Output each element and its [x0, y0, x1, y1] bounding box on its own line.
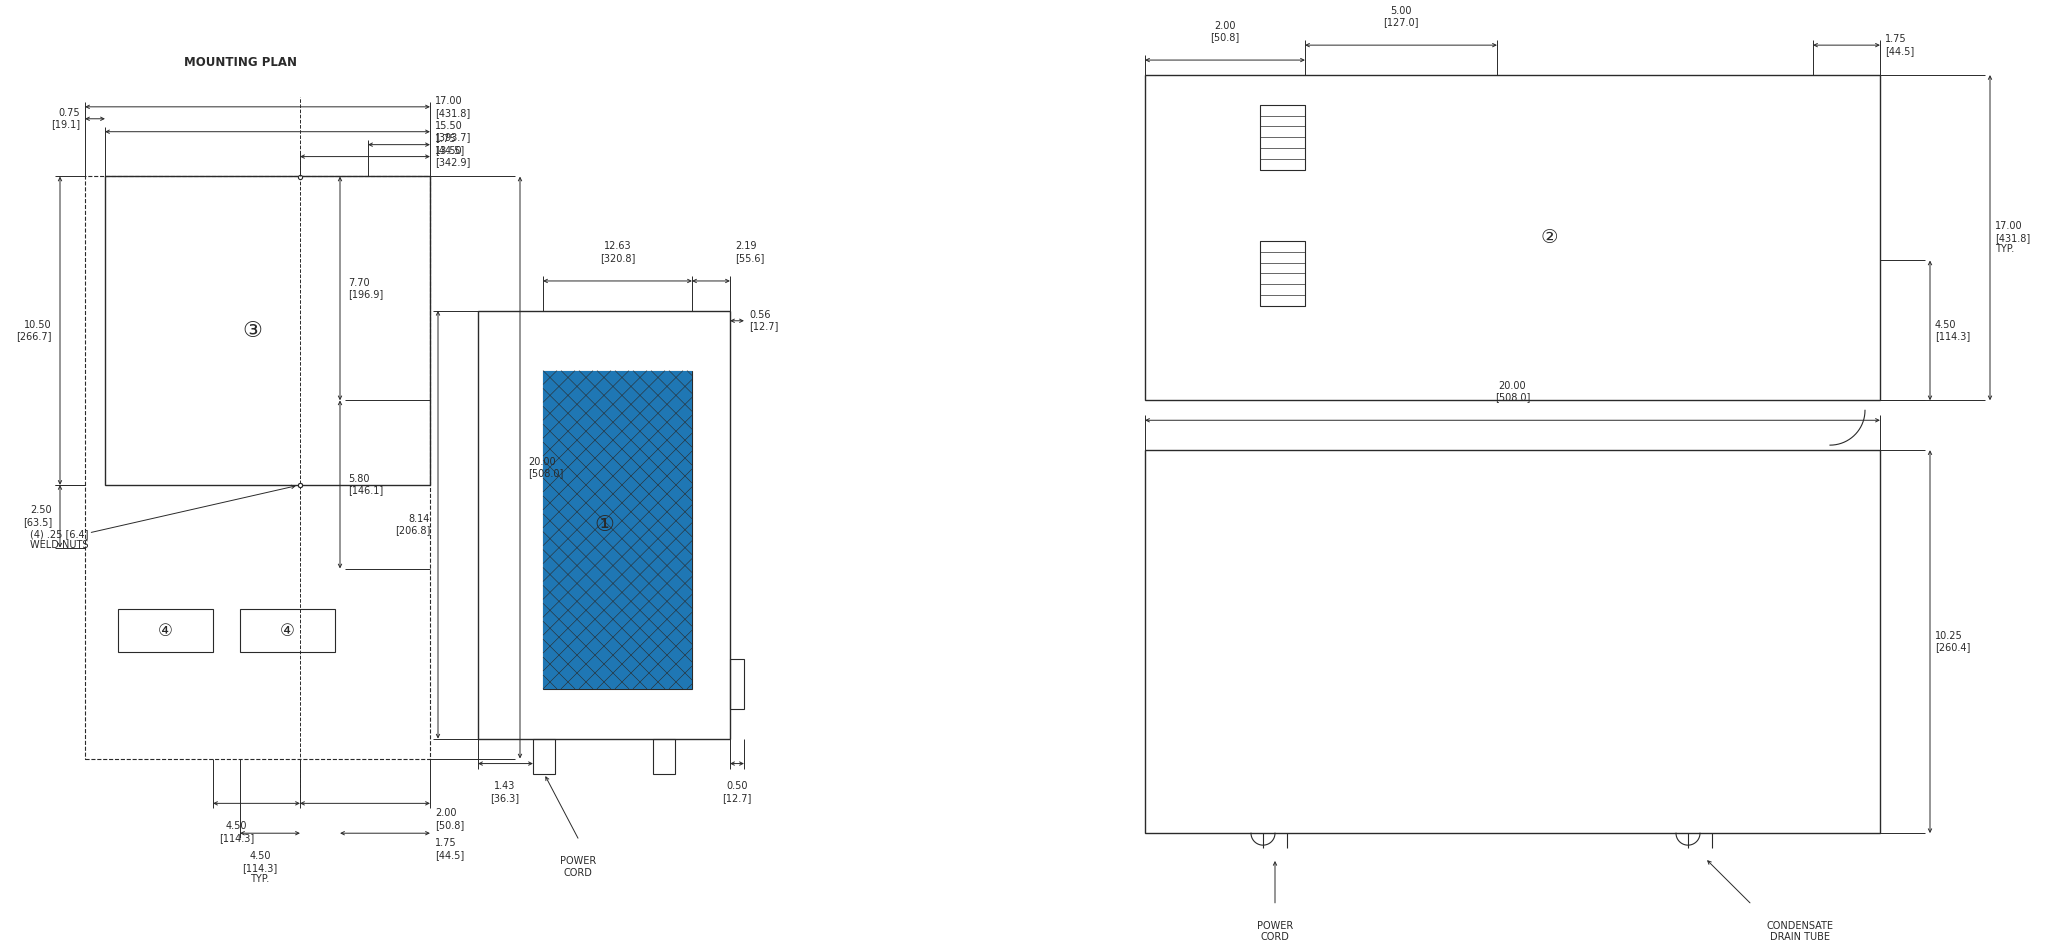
Text: 10.50
[266.7]: 10.50 [266.7]	[16, 319, 51, 341]
Text: 0.56
[12.7]: 0.56 [12.7]	[750, 310, 778, 332]
Text: 2.50
[63.5]: 2.50 [63.5]	[23, 505, 51, 527]
Bar	[543, 371, 692, 689]
Text: 5.80
[146.1]: 5.80 [146.1]	[348, 474, 383, 495]
Text: 4.50
[114.3]
TYP.: 4.50 [114.3] TYP.	[242, 851, 279, 884]
Text: POWER
CORD: POWER CORD	[1257, 921, 1292, 942]
Bar	[532, 738, 555, 774]
Text: 1.43
[36.3]: 1.43 [36.3]	[489, 781, 520, 803]
Text: 8.14
[206.8]: 8.14 [206.8]	[395, 514, 430, 536]
Text: 15.50
[393.7]: 15.50 [393.7]	[434, 121, 471, 142]
Text: 0.50
[12.7]: 0.50 [12.7]	[723, 781, 752, 803]
Text: 5.00
[127.0]: 5.00 [127.0]	[1382, 6, 1419, 27]
Text: 2.00
[50.8]: 2.00 [50.8]	[434, 809, 465, 830]
Text: CONDENSATE
DRAIN TUBE: CONDENSATE DRAIN TUBE	[1767, 921, 1833, 942]
Text: POWER
CORD: POWER CORD	[559, 856, 596, 878]
Text: 7.70
[196.9]: 7.70 [196.9]	[348, 278, 383, 300]
Text: 12.63
[320.8]: 12.63 [320.8]	[600, 242, 635, 263]
Text: 20.00
[508.0]: 20.00 [508.0]	[528, 457, 563, 479]
Bar	[653, 738, 676, 774]
Text: 2.00
[50.8]: 2.00 [50.8]	[1210, 21, 1239, 42]
Text: 4.50
[114.3]: 4.50 [114.3]	[1935, 319, 1970, 341]
Bar	[104, 176, 430, 485]
Text: 13.50
[342.9]: 13.50 [342.9]	[434, 146, 471, 168]
Text: 1.75
[44.5]: 1.75 [44.5]	[434, 134, 465, 155]
Bar	[1145, 450, 1880, 833]
Text: 2.19
[55.6]: 2.19 [55.6]	[735, 242, 764, 263]
Text: ③: ③	[242, 320, 262, 340]
Bar	[1145, 75, 1880, 400]
Bar	[86, 176, 430, 758]
Text: 10.25
[260.4]: 10.25 [260.4]	[1935, 630, 1970, 652]
Text: 1.75
[44.5]: 1.75 [44.5]	[434, 838, 465, 860]
Bar	[119, 610, 213, 652]
Bar	[240, 610, 336, 652]
Text: ①: ①	[594, 515, 614, 535]
Text: (4) .25 [6.4]
WELD NUTS: (4) .25 [6.4] WELD NUTS	[31, 485, 295, 551]
Text: 17.00
[431.8]: 17.00 [431.8]	[434, 96, 471, 118]
Text: ④: ④	[281, 622, 295, 640]
Bar	[1260, 241, 1305, 306]
Text: ②: ②	[1540, 228, 1559, 247]
Text: 17.00
[431.8]
TYP.: 17.00 [431.8] TYP.	[1995, 221, 2030, 254]
Text: 4.50
[114.3]: 4.50 [114.3]	[219, 821, 254, 843]
Text: ④: ④	[158, 622, 172, 640]
Bar	[543, 371, 692, 689]
Bar	[1260, 105, 1305, 170]
Bar	[729, 659, 743, 709]
Text: 20.00
[508.0]: 20.00 [508.0]	[1495, 381, 1530, 402]
Bar	[477, 311, 729, 738]
Text: 1.75
[44.5]: 1.75 [44.5]	[1884, 34, 1915, 56]
Text: MOUNTING PLAN: MOUNTING PLAN	[184, 56, 297, 68]
Text: 0.75
[19.1]: 0.75 [19.1]	[51, 108, 80, 130]
